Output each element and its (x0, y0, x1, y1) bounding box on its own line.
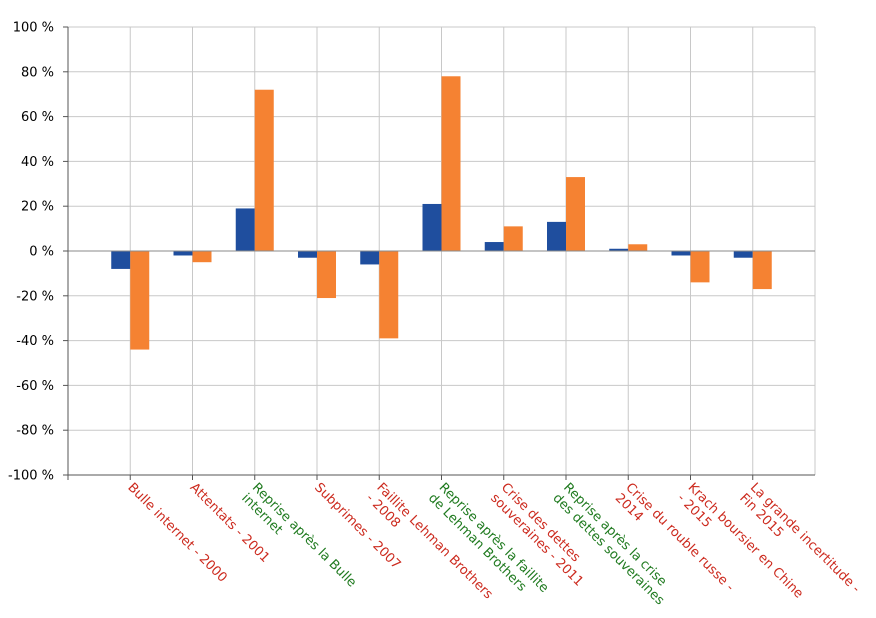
y-tick-labels: 100 % 80 % 60 % 40 % 20 % 0 % -20 % -40 % -60 % -… (8, 21, 54, 484)
bar-series-1 (484, 242, 504, 251)
y-tick-label: 60 % (21, 110, 54, 125)
bars-layer (111, 76, 772, 350)
bar-series-2 (690, 251, 710, 283)
x-tick-label: La grande incertitude - (747, 480, 863, 596)
bar-series-1 (422, 203, 442, 251)
bar-series-1 (360, 251, 380, 265)
bar-series-1 (298, 251, 317, 258)
y-tick-label: 40 % (21, 155, 54, 170)
axes-layer (63, 26, 815, 480)
bar-series-2 (628, 244, 648, 251)
y-tick-label: -100 % (8, 469, 54, 484)
bar-series-1 (173, 251, 193, 256)
bar-series-2 (503, 226, 523, 251)
y-tick-label: 20 % (21, 200, 54, 215)
bar-series-1 (671, 251, 691, 256)
bar-series-1 (111, 251, 131, 269)
bar-series-2 (752, 251, 772, 290)
bar-series-2 (566, 177, 585, 251)
y-tick-label: -60 % (16, 379, 54, 394)
bar-series-2 (441, 76, 461, 251)
y-tick-label: 80 % (21, 65, 54, 80)
bar-series-1 (547, 221, 566, 251)
y-tick-label: -80 % (16, 424, 54, 439)
bar-series-1 (235, 208, 255, 251)
x-tick-label: Reprise après la Bulle (249, 480, 359, 590)
bar-series-1 (609, 248, 629, 251)
bar-series-2 (192, 251, 212, 263)
bar-series-2 (254, 89, 274, 251)
bar-series-2 (130, 251, 150, 350)
bar-series-2 (317, 251, 336, 299)
bar-series-2 (379, 251, 399, 339)
y-tick-label: 0 % (29, 245, 54, 260)
y-tick-label: -20 % (16, 289, 54, 304)
y-tick-label: -40 % (16, 334, 54, 349)
y-tick-label: 100 % (13, 21, 54, 36)
bar-series-1 (733, 251, 753, 258)
